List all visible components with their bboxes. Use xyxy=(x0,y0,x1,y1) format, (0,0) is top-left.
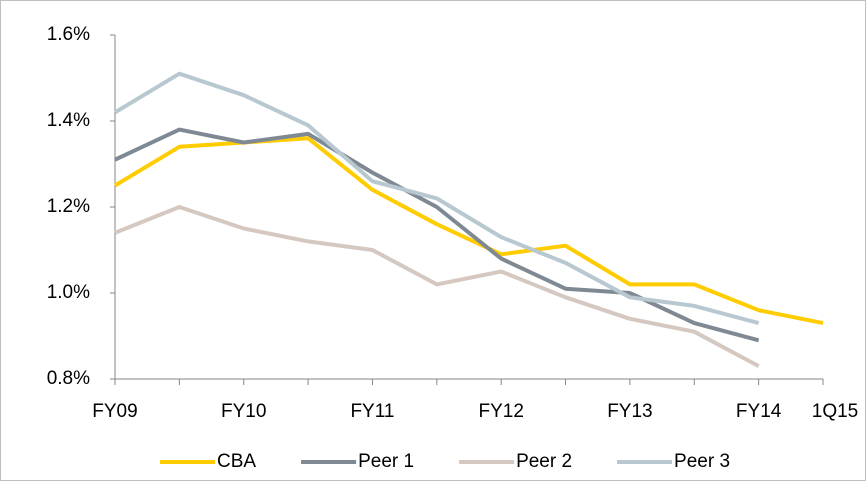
x-tick-label: FY10 xyxy=(221,401,266,422)
legend-label: Peer 1 xyxy=(358,451,414,472)
legend-label: Peer 3 xyxy=(674,451,730,472)
series-line xyxy=(114,205,760,368)
series-line xyxy=(113,136,824,326)
y-tick-label: 1.0% xyxy=(47,282,90,303)
x-tick-label: FY14 xyxy=(736,401,782,422)
legend-label: Peer 2 xyxy=(516,451,572,472)
y-tick-label: 1.2% xyxy=(47,196,90,217)
legend-label: CBA xyxy=(217,451,256,472)
x-tick-label: FY11 xyxy=(350,401,394,422)
x-tick-label: FY09 xyxy=(92,401,137,422)
y-tick-label: 0.8% xyxy=(47,368,90,389)
series-line xyxy=(114,127,760,343)
x-tick-label: FY12 xyxy=(478,401,523,422)
x-tick-label: 1Q15 xyxy=(812,401,858,422)
x-tick-label: FY13 xyxy=(607,401,652,422)
y-tick-label: 1.6% xyxy=(47,24,90,45)
series-line xyxy=(113,71,760,326)
y-tick-label: 1.4% xyxy=(47,110,90,131)
